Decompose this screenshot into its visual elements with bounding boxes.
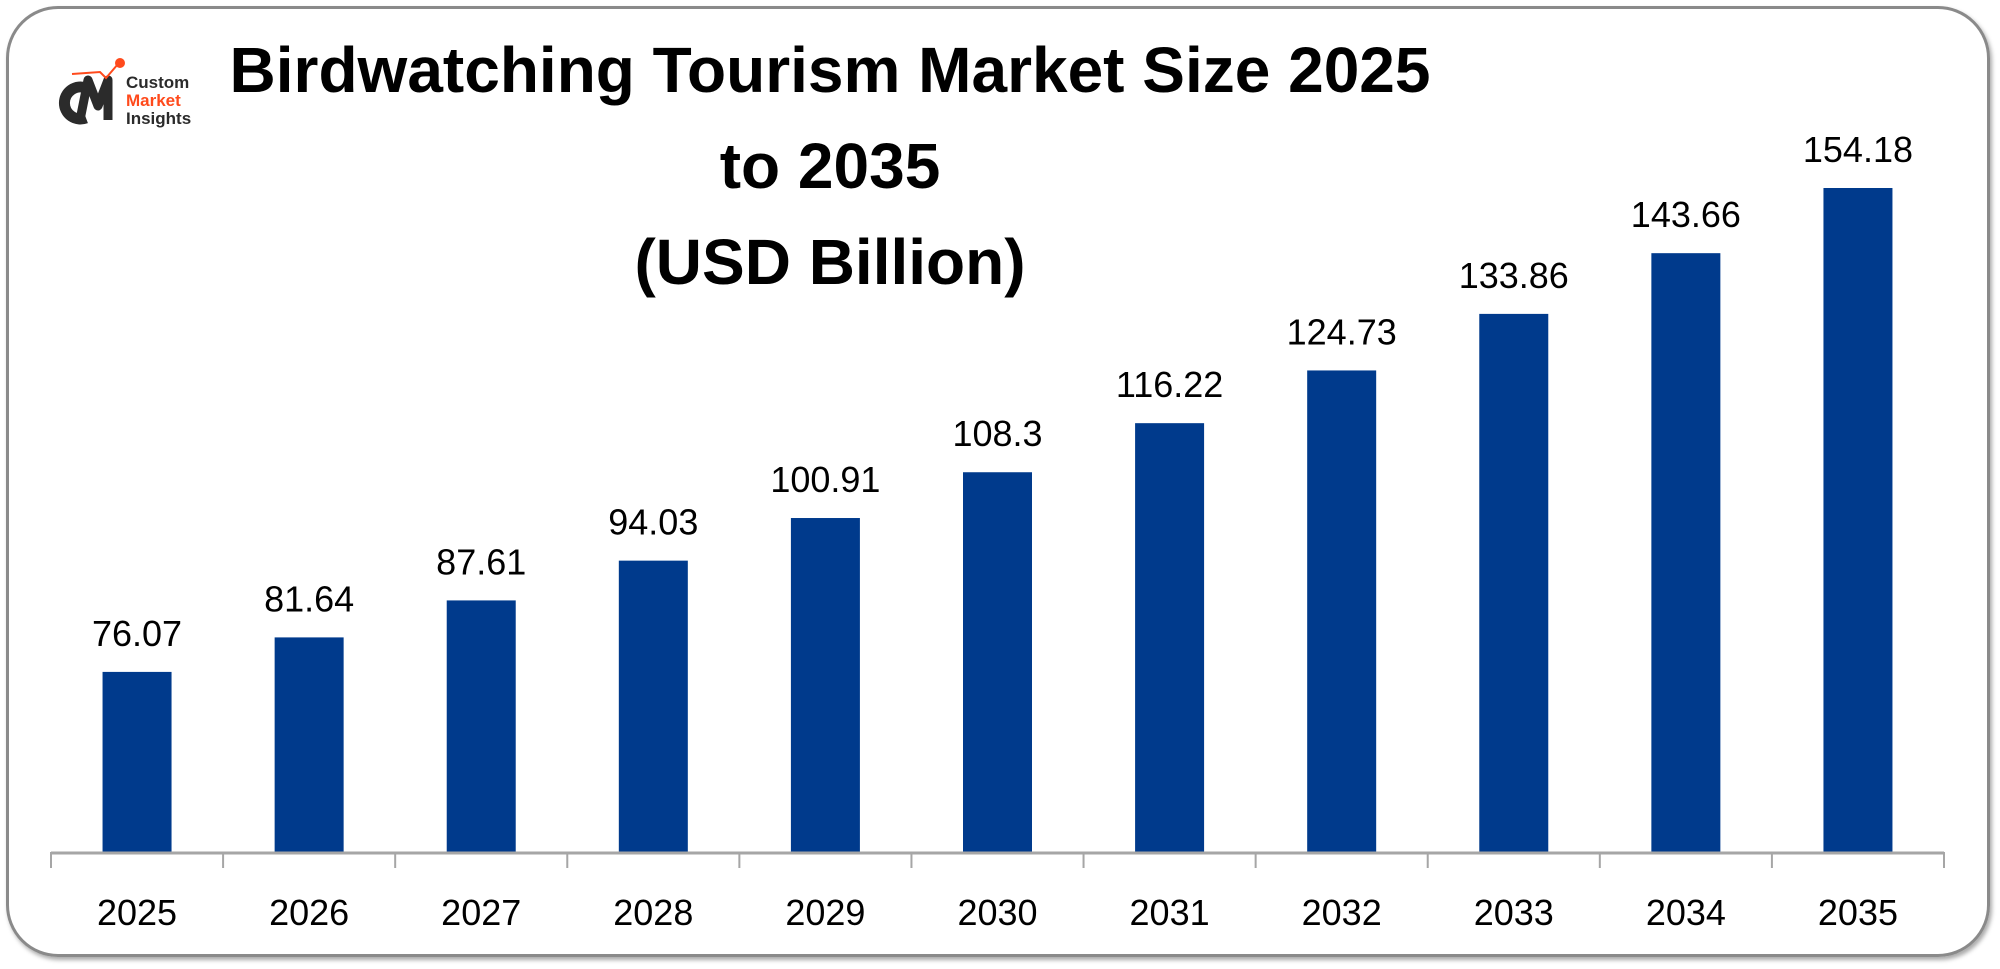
bar-2032 (1307, 370, 1377, 852)
bar-2025 (102, 671, 172, 852)
data-label-2028: 94.03 (608, 502, 698, 543)
bar-2029 (790, 518, 860, 852)
bar-2030 (963, 472, 1032, 852)
x-tick-label-2034: 2034 (1646, 892, 1726, 933)
bar-2027 (446, 600, 516, 852)
bar-2033 (1479, 313, 1549, 852)
data-label-2026: 81.64 (264, 578, 354, 619)
chart-title: Birdwatching Tourism Market Size 2025 to… (200, 22, 1460, 310)
title-line-1: Birdwatching Tourism Market Size 2025 to… (229, 34, 1431, 202)
data-label-2033: 133.86 (1459, 255, 1569, 296)
chart-frame (6, 6, 1990, 957)
x-tick-label-2026: 2026 (269, 892, 349, 933)
company-logo: Custom Market Insights (59, 58, 191, 128)
x-tick-label-2031: 2031 (1130, 892, 1210, 933)
bar-2034 (1651, 253, 1721, 853)
title-line-2: (USD Billion) (634, 226, 1026, 298)
x-tick-label-2028: 2028 (613, 892, 693, 933)
bar-2026 (274, 637, 344, 852)
x-tick-label-2032: 2032 (1302, 892, 1382, 933)
x-tick-label-2025: 2025 (97, 892, 177, 933)
logo-text-custom: Custom (126, 73, 189, 92)
logo-text-market: Market (126, 91, 181, 110)
bar-2031 (1135, 423, 1205, 852)
x-tick-label-2029: 2029 (785, 892, 865, 933)
data-label-2032: 124.73 (1287, 311, 1397, 352)
bar-2028 (618, 560, 688, 852)
data-label-2031: 116.22 (1116, 364, 1223, 405)
logo-text-insights: Insights (126, 109, 191, 128)
x-tick-label-2035: 2035 (1818, 892, 1898, 933)
x-tick-label-2030: 2030 (957, 892, 1037, 933)
data-label-2034: 143.66 (1631, 194, 1741, 235)
data-label-2030: 108.3 (952, 413, 1042, 454)
data-label-2025: 76.07 (92, 613, 182, 654)
data-label-2027: 87.61 (436, 541, 526, 582)
bar-2035 (1823, 188, 1893, 852)
data-label-2035: 154.18 (1803, 129, 1913, 170)
x-tick-label-2027: 2027 (441, 892, 521, 933)
x-tick-label-2033: 2033 (1474, 892, 1554, 933)
data-label-2029: 100.91 (770, 459, 880, 500)
